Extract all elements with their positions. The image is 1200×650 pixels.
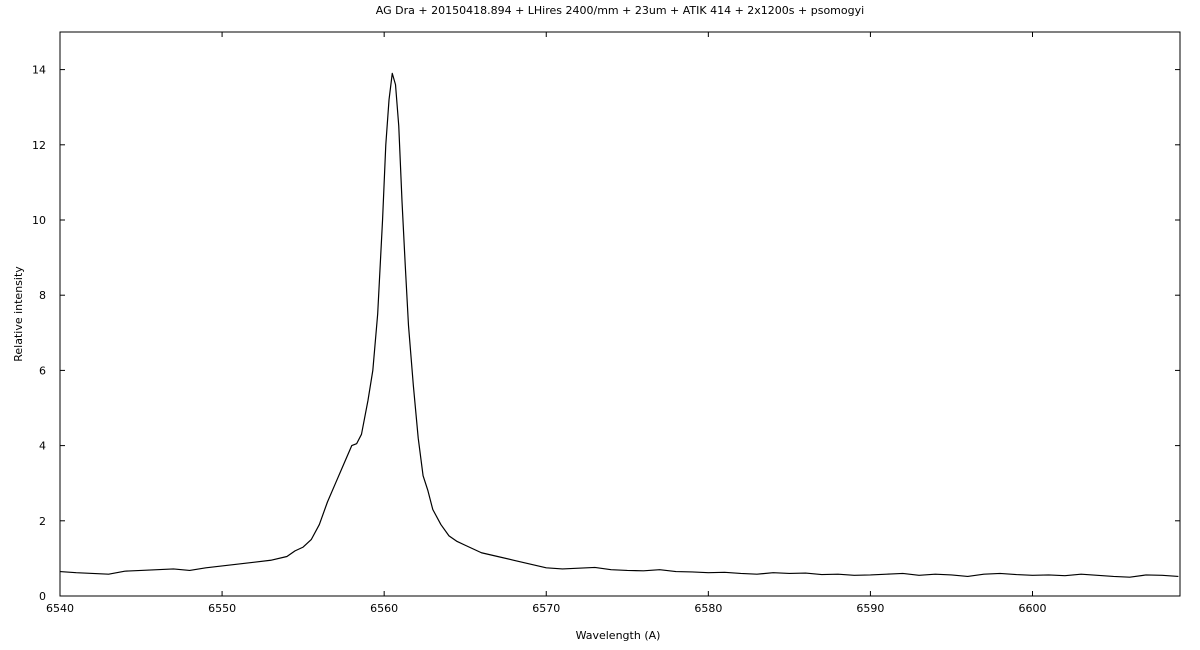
y-axis-label: Relative intensity — [12, 266, 25, 362]
y-tick-label: 0 — [39, 590, 46, 603]
x-tick-label: 6600 — [1019, 602, 1047, 615]
x-tick-label: 6550 — [208, 602, 236, 615]
x-tick-label: 6540 — [46, 602, 74, 615]
plot-frame — [59, 31, 1181, 597]
x-axis-label: Wavelength (A) — [576, 629, 661, 642]
y-tick-label: 10 — [32, 214, 46, 227]
x-tick-label: 6590 — [856, 602, 884, 615]
x-tick-label: 6580 — [694, 602, 722, 615]
chart-title: AG Dra + 20150418.894 + LHires 2400/mm +… — [376, 4, 864, 17]
y-tick-label: 4 — [39, 440, 46, 453]
y-tick-label: 12 — [32, 139, 46, 152]
spectrum-line — [59, 72, 1179, 578]
y-tick-label: 2 — [39, 515, 46, 528]
x-tick-label: 6560 — [370, 602, 398, 615]
y-tick-label: 6 — [39, 364, 46, 377]
x-tick-label: 6570 — [532, 602, 560, 615]
y-tick-label: 8 — [39, 289, 46, 302]
y-tick-label: 14 — [32, 64, 46, 77]
